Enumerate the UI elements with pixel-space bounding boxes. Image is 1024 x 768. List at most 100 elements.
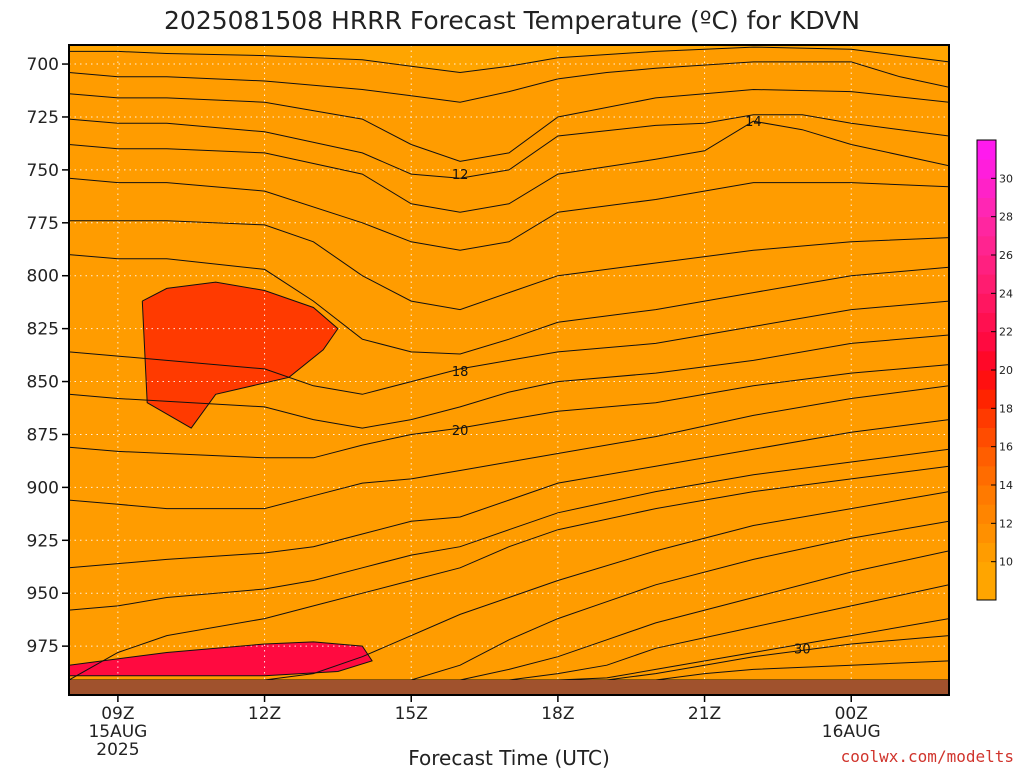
contour-label-14: 14	[745, 115, 762, 130]
plot-frame	[68, 44, 950, 696]
colorbar-tick-label: 18	[999, 402, 1013, 415]
x-tick-label: 2025	[96, 740, 139, 760]
isotherm-23	[69, 448, 949, 611]
isotherm-12	[69, 88, 949, 162]
colorbar-swatch	[977, 197, 996, 218]
isotherm-lines	[69, 46, 949, 680]
colorbar-swatch	[977, 255, 996, 275]
x-tick-label: 09Z	[101, 704, 134, 724]
contour-label-30: 30	[794, 642, 811, 657]
ground-surface	[69, 680, 949, 695]
colorbar-swatch	[977, 274, 996, 294]
isotherm-14	[69, 120, 949, 213]
colorbar-swatch	[977, 312, 996, 333]
isotherm-31	[69, 660, 949, 680]
isotherm-16	[69, 220, 949, 311]
colorbar-swatch	[977, 504, 996, 524]
colorbar-swatch	[977, 523, 996, 543]
colorbar-swatch	[977, 485, 996, 505]
plot-area: 12 14 18 20 30	[68, 44, 950, 696]
isotherm-27	[69, 550, 949, 680]
isotherm-13	[69, 114, 949, 179]
y-tick-label: 975	[27, 637, 59, 657]
y-tick-label: 725	[27, 108, 59, 128]
colorbar-swatch	[977, 350, 996, 371]
colorbar-tick-label: 24	[999, 287, 1013, 300]
isotherm-25	[69, 491, 949, 680]
y-axis: 700 725 750 775 800 825 850 875 900 925 950 975	[27, 55, 69, 657]
isotherm-19	[69, 334, 949, 429]
colorbar-swatch	[977, 159, 996, 179]
isotherm-10	[69, 46, 949, 74]
colorbar-tick-label: 12	[999, 517, 1013, 530]
colorbar: 10 12 14 16 18 20 22 24 26 28 30	[976, 139, 1013, 601]
contour-label-12: 12	[452, 168, 469, 183]
colorbar-swatch	[977, 140, 996, 160]
isotherm-20	[69, 364, 949, 459]
colorbar-tick-label: 30	[999, 172, 1013, 185]
colorbar-swatch	[977, 561, 996, 601]
contour-labels: 12 14 18 20 30	[452, 115, 811, 657]
isotherm-21	[69, 385, 949, 510]
isotherm-26	[69, 520, 949, 680]
colorbar-swatch	[977, 235, 996, 256]
band-10	[69, 47, 949, 680]
y-tick-label: 825	[27, 320, 59, 340]
y-tick-label: 875	[27, 425, 59, 445]
colorbar-swatch	[977, 293, 996, 313]
band-overlay-1	[69, 641, 373, 676]
isotherm-28	[69, 584, 949, 680]
colorbar-swatch	[977, 446, 996, 467]
isotherm-17	[69, 254, 949, 355]
x-tick-label: 18Z	[541, 704, 574, 724]
temperature-fill	[69, 45, 949, 680]
x-tick-label: 15AUG	[88, 722, 147, 742]
isotherm-30	[69, 635, 949, 680]
x-tick-label: 21Z	[688, 704, 721, 724]
colorbar-swatch	[977, 408, 996, 428]
colorbar-tick-label: 26	[999, 249, 1013, 262]
colorbar-swatch	[977, 178, 996, 198]
x-tick-label: 00Z	[835, 704, 868, 724]
isotherm-closed-0	[141, 281, 339, 429]
colorbar-swatch	[977, 370, 996, 390]
colorbar-swatch	[977, 216, 996, 237]
ground-strip	[69, 680, 949, 695]
y-tick-label: 850	[27, 373, 59, 393]
isotherm-closed-1	[69, 641, 373, 677]
y-tick-label: 950	[27, 584, 59, 604]
y-tick-label: 700	[27, 55, 59, 75]
x-tick-label: 15Z	[395, 704, 428, 724]
y-tick-label: 800	[27, 267, 59, 287]
isotherm-29	[69, 618, 949, 680]
colorbar-tick-label: 16	[999, 441, 1013, 454]
chart-title: 2025081508 HRRR Forecast Temperature (ºC…	[164, 6, 860, 35]
isotherm-22	[69, 419, 949, 569]
isotherm-24	[69, 465, 949, 680]
x-tick-label: 12Z	[248, 704, 281, 724]
band-overlay-0	[142, 282, 338, 429]
isotherm-18	[69, 300, 949, 395]
colorbar-swatch	[977, 542, 996, 563]
colorbar-tick-label: 20	[999, 364, 1013, 377]
colorbar-swatch	[977, 427, 996, 448]
x-tick-label: 16AUG	[822, 722, 881, 742]
colorbar-tick-label: 22	[999, 326, 1013, 339]
colorbar-tick-label: 10	[999, 556, 1013, 569]
contour-label-20: 20	[452, 424, 469, 439]
y-tick-label: 775	[27, 214, 59, 234]
colorbar-swatch	[977, 465, 996, 486]
colorbar-swatch	[977, 389, 996, 409]
colorbar-tick-label: 14	[999, 479, 1013, 492]
isotherm-15	[69, 177, 949, 251]
y-tick-label: 900	[27, 478, 59, 498]
isotherm-11	[69, 61, 949, 103]
x-axis-label: Forecast Time (UTC)	[408, 746, 610, 768]
colorbar-swatch	[977, 331, 996, 352]
y-tick-label: 750	[27, 161, 59, 181]
credit-text: coolwx.com/modelts	[841, 747, 1014, 766]
y-tick-label: 925	[27, 531, 59, 551]
colorbar-tick-label: 28	[999, 211, 1013, 224]
